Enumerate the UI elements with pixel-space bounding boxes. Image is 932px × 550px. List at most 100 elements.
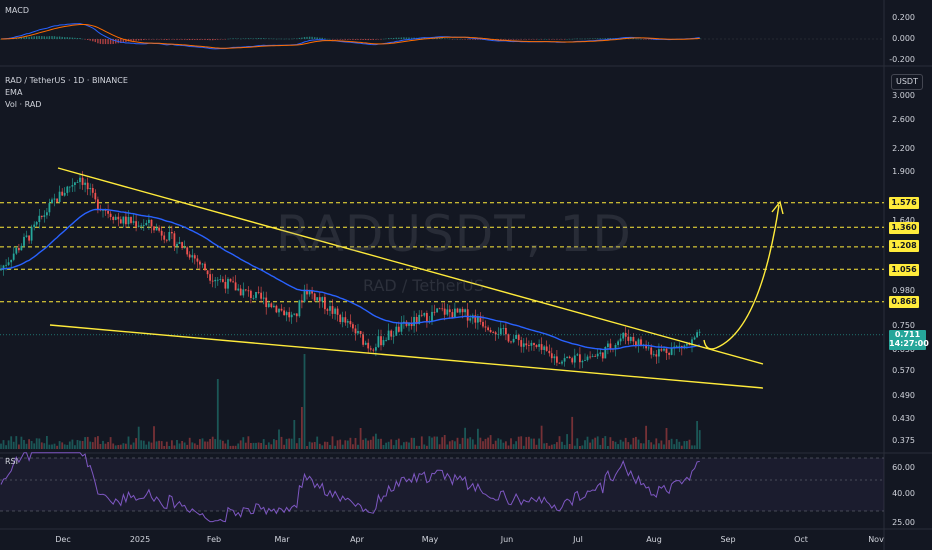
macd-histogram-bar bbox=[69, 37, 71, 39]
macd-histogram-bar bbox=[472, 39, 474, 40]
candle-body bbox=[12, 253, 15, 260]
projection-arrow bbox=[703, 204, 780, 350]
candle-body bbox=[469, 318, 472, 321]
candle-body bbox=[650, 347, 653, 355]
volume-bar bbox=[206, 441, 209, 449]
macd-histogram-bar bbox=[546, 39, 548, 40]
candle-body bbox=[448, 309, 451, 313]
macd-histogram-bar bbox=[375, 39, 377, 40]
macd-histogram-bar bbox=[132, 39, 135, 41]
volume-bar bbox=[454, 441, 456, 449]
macd-histogram-bar bbox=[296, 38, 298, 39]
currency-button[interactable]: USDT bbox=[891, 74, 923, 90]
macd-histogram-bar bbox=[518, 39, 520, 40]
volume-bar bbox=[142, 440, 145, 449]
volume-bar bbox=[209, 439, 211, 449]
volume-bar bbox=[423, 444, 426, 449]
volume-bar bbox=[688, 439, 691, 449]
candle-body bbox=[441, 308, 444, 310]
candle-body bbox=[533, 342, 535, 345]
candle-body bbox=[655, 354, 658, 357]
volume-bar bbox=[81, 441, 84, 449]
candle-body bbox=[165, 239, 168, 241]
symbol-title[interactable]: RAD / TetherUS · 1D · BINANCE bbox=[5, 76, 128, 85]
volume-bar bbox=[397, 438, 400, 449]
macd-histogram-bar bbox=[130, 39, 132, 42]
level-label: 0.868 bbox=[889, 296, 919, 308]
candle-body bbox=[76, 182, 79, 183]
volume-bar bbox=[232, 445, 234, 449]
volume-bar bbox=[369, 439, 372, 449]
candle-body bbox=[280, 308, 283, 311]
macd-histogram-bar bbox=[293, 38, 295, 39]
volume-bar bbox=[474, 444, 477, 449]
ema-indicator-label[interactable]: EMA bbox=[5, 88, 23, 97]
candle-body bbox=[155, 227, 158, 231]
macd-histogram-bar bbox=[324, 38, 326, 39]
macd-histogram-bar bbox=[400, 37, 403, 39]
macd-histogram-bar bbox=[30, 36, 33, 39]
macd-histogram-bar bbox=[548, 39, 550, 40]
volume-indicator-label[interactable]: Vol · RAD bbox=[5, 100, 42, 109]
volume-bar bbox=[550, 444, 553, 449]
volume-bar bbox=[515, 441, 517, 449]
volume-bar bbox=[344, 440, 347, 449]
volume-bar bbox=[367, 440, 370, 449]
candle-body bbox=[199, 261, 201, 265]
candle-body bbox=[505, 328, 507, 335]
volume-bar bbox=[293, 420, 296, 449]
macd-histogram-bar bbox=[112, 39, 114, 44]
macd-histogram-bar bbox=[456, 39, 459, 40]
volume-bar bbox=[487, 437, 489, 449]
volume-bar bbox=[339, 439, 342, 449]
volume-bar bbox=[145, 444, 148, 449]
volume-bar bbox=[652, 444, 655, 449]
volume-bar bbox=[324, 441, 326, 449]
macd-histogram-bar bbox=[512, 39, 515, 40]
volume-bar bbox=[311, 442, 313, 449]
rsi-line bbox=[0, 452, 700, 523]
macd-histogram-bar bbox=[408, 37, 410, 39]
candle-body bbox=[18, 248, 20, 251]
volume-bar bbox=[148, 441, 150, 449]
volume-bar bbox=[308, 441, 311, 449]
volume-bar bbox=[579, 446, 581, 449]
candle-body bbox=[629, 337, 632, 341]
volume-bar bbox=[576, 438, 579, 449]
horizontal-levels bbox=[0, 202, 884, 303]
volume-bar bbox=[375, 433, 377, 449]
volume-bar bbox=[364, 438, 367, 449]
volume-bar bbox=[303, 354, 306, 449]
volume-bar bbox=[581, 445, 584, 449]
candle-body bbox=[188, 254, 191, 258]
candle-body bbox=[89, 188, 92, 190]
candle-body bbox=[349, 321, 352, 325]
volume-bar bbox=[400, 445, 403, 449]
volume-bar bbox=[313, 442, 316, 449]
volume-bar bbox=[517, 436, 520, 449]
macd-histogram-bar bbox=[316, 37, 318, 39]
candle-body bbox=[114, 216, 117, 220]
macd-histogram-bar bbox=[326, 38, 329, 40]
volume-bar bbox=[372, 436, 375, 449]
macd-histogram-bar bbox=[229, 38, 232, 40]
volume-bar bbox=[280, 436, 283, 449]
volume-bar bbox=[102, 440, 104, 449]
candle-body bbox=[591, 356, 594, 357]
volume-bar bbox=[505, 441, 507, 449]
candle-body bbox=[594, 356, 597, 357]
macd-histogram-bar bbox=[367, 39, 369, 41]
ema-line bbox=[0, 208, 700, 351]
candle-body bbox=[163, 235, 166, 240]
candle-body bbox=[242, 289, 245, 296]
volume-bar bbox=[7, 440, 10, 449]
volume-bar bbox=[227, 439, 229, 449]
macd-histogram-bar bbox=[140, 39, 142, 41]
candle-body bbox=[178, 242, 181, 244]
volume-bar bbox=[191, 442, 194, 449]
volume-bar bbox=[285, 438, 288, 449]
macd-histogram-bar bbox=[234, 38, 237, 39]
macd-histogram-bar bbox=[566, 39, 568, 40]
candle-body bbox=[288, 312, 291, 318]
macd-histogram-bar bbox=[74, 37, 76, 39]
